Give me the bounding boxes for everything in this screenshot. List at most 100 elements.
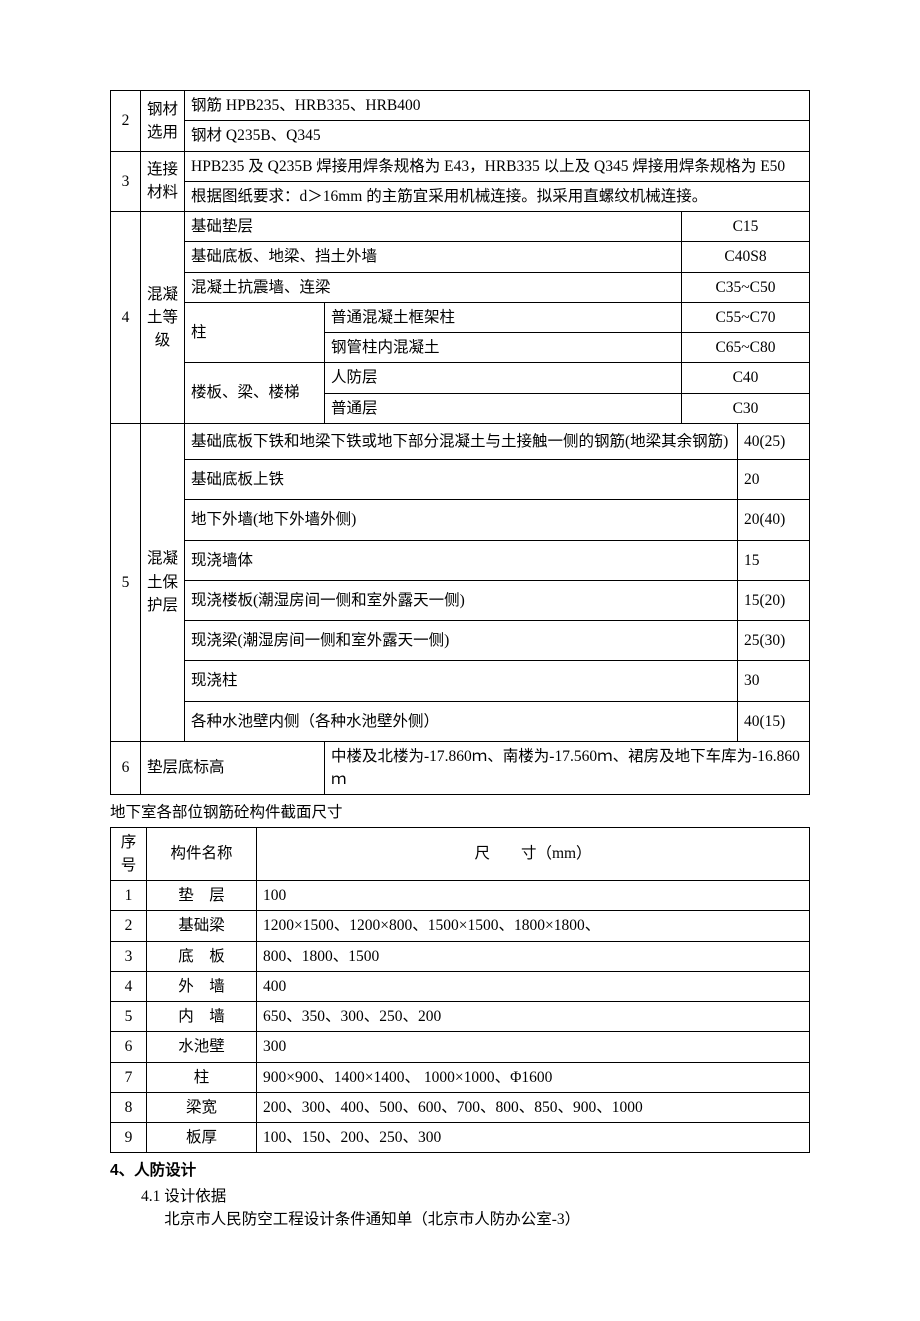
cell-name: 现浇楼板(潮湿房间一侧和室外露天一侧)	[185, 580, 738, 620]
cell-value: C30	[681, 393, 809, 423]
cell-idx: 5	[111, 1002, 147, 1032]
row-index: 4	[111, 212, 141, 424]
table-row: 7 柱 900×900、1400×1400、 1000×1000、Φ1600	[111, 1062, 810, 1092]
subsection-heading: 4.1 设计依据	[110, 1185, 810, 1208]
table-row: 根据图纸要求：d＞16mm 的主筋宜采用机械连接。拟采用直螺纹机械连接。	[111, 181, 810, 211]
cell-value: 40(15)	[737, 701, 809, 741]
cell-idx: 4	[111, 971, 147, 1001]
cell-value: 400	[257, 971, 810, 1001]
cell-value: 40(25)	[737, 423, 809, 459]
table-row: 4 混凝土等级 基础垫层 C15	[111, 212, 810, 242]
cell-group-label: 柱	[185, 302, 325, 363]
cell-idx: 9	[111, 1123, 147, 1153]
table-caption: 地下室各部位钢筋砼构件截面尺寸	[110, 801, 810, 824]
table-row: 各种水池壁内侧（各种水池壁外侧） 40(15)	[111, 701, 810, 741]
cell-value: 15	[737, 540, 809, 580]
cell-text: 根据图纸要求：d＞16mm 的主筋宜采用机械连接。拟采用直螺纹机械连接。	[185, 181, 810, 211]
row-index: 5	[111, 423, 141, 741]
table-row: 4 外 墙 400	[111, 971, 810, 1001]
cell-name: 地下外墙(地下外墙外侧)	[185, 500, 738, 540]
cell-value: C40S8	[681, 242, 809, 272]
cell-name: 现浇墙体	[185, 540, 738, 580]
table-row: 9 板厚 100、150、200、250、300	[111, 1123, 810, 1153]
table-row: 基础底板上铁 20	[111, 460, 810, 500]
cell-value: C40	[681, 363, 809, 393]
cell-value: 30	[737, 661, 809, 701]
materials-table: 2 钢材选用 钢筋 HPB235、HRB335、HRB400 钢材 Q235B、…	[110, 90, 810, 795]
cell-name: 基础垫层	[185, 212, 682, 242]
table-header-row: 序号 构件名称 尺 寸（mm）	[111, 827, 810, 881]
table-row: 5 内 墙 650、350、300、250、200	[111, 1002, 810, 1032]
table-row: 2 钢材选用 钢筋 HPB235、HRB335、HRB400	[111, 91, 810, 121]
table-row: 现浇楼板(潮湿房间一侧和室外露天一侧) 15(20)	[111, 580, 810, 620]
cell-value: C15	[681, 212, 809, 242]
cell-text: 钢材 Q235B、Q345	[185, 121, 810, 151]
cell-name: 普通层	[325, 393, 682, 423]
row-label: 混凝土等级	[141, 212, 185, 424]
cell-value: 20(40)	[737, 500, 809, 540]
cell-text: 中楼及北楼为-17.860ｍ、南楼为-17.560ｍ、裙房及地下车库为-16.8…	[325, 741, 810, 795]
table-row: 基础底板、地梁、挡土外墙 C40S8	[111, 242, 810, 272]
col-header: 尺 寸（mm）	[257, 827, 810, 881]
cell-idx: 2	[111, 911, 147, 941]
table-row: 2 基础梁 1200×1500、1200×800、1500×1500、1800×…	[111, 911, 810, 941]
cell-name: 梁宽	[147, 1092, 257, 1122]
body-text: 北京市人民防空工程设计条件通知单（北京市人防办公室-3）	[110, 1208, 810, 1231]
table-row: 6 水池壁 300	[111, 1032, 810, 1062]
cell-name: 水池壁	[147, 1032, 257, 1062]
table-row: 现浇梁(潮湿房间一侧和室外露天一侧) 25(30)	[111, 621, 810, 661]
table-row: 现浇柱 30	[111, 661, 810, 701]
cell-name: 混凝土抗震墙、连梁	[185, 272, 682, 302]
cell-name: 基础底板、地梁、挡土外墙	[185, 242, 682, 272]
cell-name: 底 板	[147, 941, 257, 971]
cell-value: 800、1800、1500	[257, 941, 810, 971]
cell-idx: 7	[111, 1062, 147, 1092]
cell-value: 650、350、300、250、200	[257, 1002, 810, 1032]
cell-name: 基础底板上铁	[185, 460, 738, 500]
table-row: 地下外墙(地下外墙外侧) 20(40)	[111, 500, 810, 540]
row-index: 2	[111, 91, 141, 152]
table-row: 柱 普通混凝土框架柱 C55~C70	[111, 302, 810, 332]
cell-idx: 8	[111, 1092, 147, 1122]
row-index: 6	[111, 741, 141, 795]
table-row: 混凝土抗震墙、连梁 C35~C50	[111, 272, 810, 302]
table-row: 5 混凝土保护层 基础底板下铁和地梁下铁或地下部分混凝土与土接触一侧的钢筋(地梁…	[111, 423, 810, 459]
cell-idx: 3	[111, 941, 147, 971]
cell-value: 900×900、1400×1400、 1000×1000、Φ1600	[257, 1062, 810, 1092]
row-label: 混凝土保护层	[141, 423, 185, 741]
cell-name: 现浇柱	[185, 661, 738, 701]
row-label: 连接材料	[141, 151, 185, 212]
row-index: 3	[111, 151, 141, 212]
cell-name: 柱	[147, 1062, 257, 1092]
cell-name: 基础底板下铁和地梁下铁或地下部分混凝土与土接触一侧的钢筋(地梁其余钢筋)	[185, 423, 738, 459]
table-row: 1 垫 层 100	[111, 881, 810, 911]
cell-value: C55~C70	[681, 302, 809, 332]
cell-value: C35~C50	[681, 272, 809, 302]
cell-name: 板厚	[147, 1123, 257, 1153]
table-row: 钢材 Q235B、Q345	[111, 121, 810, 151]
cell-name: 基础梁	[147, 911, 257, 941]
cell-value: 100	[257, 881, 810, 911]
cell-value: 25(30)	[737, 621, 809, 661]
cell-value: 300	[257, 1032, 810, 1062]
table-row: 3 连接材料 HPB235 及 Q235B 焊接用焊条规格为 E43，HRB33…	[111, 151, 810, 181]
cell-value: 20	[737, 460, 809, 500]
cell-name: 钢管柱内混凝土	[325, 333, 682, 363]
cell-value: 200、300、400、500、600、700、800、850、900、1000	[257, 1092, 810, 1122]
cell-value: 15(20)	[737, 580, 809, 620]
cell-idx: 6	[111, 1032, 147, 1062]
cell-value: 1200×1500、1200×800、1500×1500、1800×1800、	[257, 911, 810, 941]
dimensions-table: 序号 构件名称 尺 寸（mm） 1 垫 层 100 2 基础梁 1200×150…	[110, 827, 810, 1154]
table-row: 现浇墙体 15	[111, 540, 810, 580]
cell-text: 钢筋 HPB235、HRB335、HRB400	[185, 91, 810, 121]
cell-text: HPB235 及 Q235B 焊接用焊条规格为 E43，HRB335 以上及 Q…	[185, 151, 810, 181]
section-heading: 4、人防设计	[110, 1159, 810, 1182]
table-row: 6 垫层底标高 中楼及北楼为-17.860ｍ、南楼为-17.560ｍ、裙房及地下…	[111, 741, 810, 795]
cell-name: 垫 层	[147, 881, 257, 911]
cell-name: 普通混凝土框架柱	[325, 302, 682, 332]
cell-name: 现浇梁(潮湿房间一侧和室外露天一侧)	[185, 621, 738, 661]
table-row: 8 梁宽 200、300、400、500、600、700、800、850、900…	[111, 1092, 810, 1122]
row-label: 垫层底标高	[141, 741, 325, 795]
cell-name: 外 墙	[147, 971, 257, 1001]
cell-group-label: 楼板、梁、楼梯	[185, 363, 325, 424]
